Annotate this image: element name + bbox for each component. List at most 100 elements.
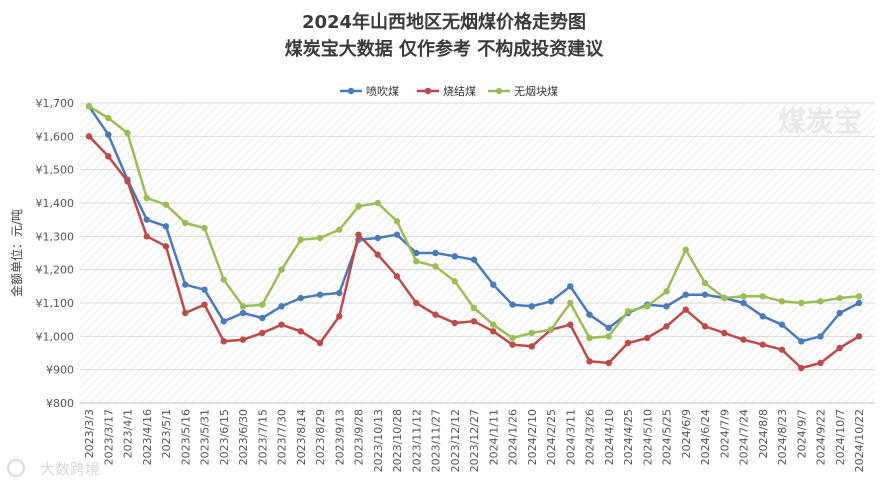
data-point xyxy=(374,251,381,258)
data-point xyxy=(239,309,247,317)
data-point xyxy=(316,339,324,347)
data-point xyxy=(143,233,150,240)
x-tick-label: 2023/7/30 xyxy=(276,409,289,465)
x-tick-label: 2024/5/10 xyxy=(641,409,654,465)
x-tick-label: 2023/8/29 xyxy=(314,409,327,465)
data-point xyxy=(682,291,689,298)
chart-title: 2024年山西地区无烟煤价格走势图 xyxy=(302,11,586,33)
data-point xyxy=(605,324,612,332)
data-point xyxy=(490,321,497,328)
data-point xyxy=(432,249,439,257)
y-tick-label: ¥1,700 xyxy=(36,97,75,110)
data-point xyxy=(778,298,786,305)
x-tick-label: 2023/8/14 xyxy=(295,409,308,465)
x-tick-label: 2024/4/10 xyxy=(603,409,616,465)
data-point xyxy=(855,333,863,340)
data-point xyxy=(701,279,709,287)
data-point xyxy=(528,303,535,310)
data-point xyxy=(451,253,458,260)
data-point xyxy=(759,293,766,300)
data-point xyxy=(201,224,208,232)
x-tick-label: 2024/3/26 xyxy=(584,409,597,465)
x-tick-label: 2023/7/15 xyxy=(256,409,269,465)
x-tick-label: 2023/9/28 xyxy=(353,409,366,465)
data-point xyxy=(220,276,227,283)
y-tick-label: ¥900 xyxy=(46,364,74,377)
data-point xyxy=(567,321,574,328)
x-tick-label: 2023/3/3 xyxy=(83,409,96,458)
data-point xyxy=(798,364,805,372)
data-point xyxy=(105,114,112,122)
data-point xyxy=(798,299,805,307)
data-point xyxy=(740,293,747,300)
data-point xyxy=(451,319,458,327)
data-point xyxy=(547,326,555,333)
data-point xyxy=(374,199,381,207)
x-tick-label: 2023/5/1 xyxy=(160,409,173,458)
data-point xyxy=(355,231,362,238)
legend-item: 烧结煤 xyxy=(417,85,476,98)
data-point xyxy=(663,323,670,330)
data-point xyxy=(336,226,343,233)
data-point xyxy=(778,321,786,328)
data-point xyxy=(509,301,516,308)
data-point xyxy=(798,338,805,345)
x-tick-label: 2023/4/16 xyxy=(141,409,154,465)
data-point xyxy=(278,321,285,328)
chart-legend: 喷吹煤 烧结煤 无烟块煤 xyxy=(340,84,558,98)
data-point xyxy=(701,291,709,298)
x-tick-label: 2024/2/10 xyxy=(526,409,539,465)
data-point xyxy=(605,333,612,340)
legend-swatch-marker xyxy=(495,87,503,95)
y-tick-label: ¥1,200 xyxy=(36,264,75,277)
data-point xyxy=(297,294,304,302)
series-2 xyxy=(85,133,863,372)
data-point xyxy=(817,359,824,367)
data-point xyxy=(547,298,555,305)
x-tick-label: 2023/10/28 xyxy=(391,409,404,472)
x-tick-label: 2023/12/27 xyxy=(468,409,481,472)
data-point xyxy=(393,273,401,280)
x-tick-label: 2024/8/8 xyxy=(757,409,770,458)
chart-subtitle: 煤炭宝大数据 仅作参考 不构成投资建议 xyxy=(285,38,605,60)
data-point xyxy=(105,153,112,160)
x-tick-label: 2023/11/27 xyxy=(430,409,443,472)
data-point xyxy=(586,334,593,342)
data-point xyxy=(413,299,420,307)
y-axis-ticks: ¥800 ¥900 ¥1,000 ¥1,100 ¥1,200 ¥1,300 ¥1,400 ¥1… xyxy=(36,97,75,410)
data-point xyxy=(778,346,786,353)
data-point xyxy=(855,299,863,307)
data-point xyxy=(297,328,304,335)
data-point xyxy=(124,178,131,185)
data-point xyxy=(509,341,516,348)
y-tick-label: ¥1,000 xyxy=(36,330,75,343)
data-point xyxy=(586,358,593,365)
data-point xyxy=(239,303,247,310)
data-point xyxy=(124,129,131,137)
y-tick-label: ¥1,400 xyxy=(36,197,75,210)
data-point xyxy=(605,359,612,367)
data-point xyxy=(393,231,401,238)
data-point xyxy=(85,133,93,140)
data-point xyxy=(336,313,343,320)
data-point xyxy=(721,329,728,337)
data-point xyxy=(817,333,824,340)
data-point xyxy=(182,281,189,288)
x-tick-label: 2023/9/13 xyxy=(333,409,346,465)
data-point xyxy=(721,294,728,302)
data-point xyxy=(162,201,170,208)
data-point xyxy=(836,294,843,302)
data-point xyxy=(740,299,747,307)
x-tick-label: 2023/4/1 xyxy=(122,409,135,458)
data-point xyxy=(740,336,747,343)
data-point xyxy=(374,234,381,242)
data-point xyxy=(490,281,497,288)
data-point xyxy=(836,344,843,352)
data-point xyxy=(220,318,227,325)
series-3 xyxy=(85,103,863,342)
data-point xyxy=(201,301,208,308)
x-tick-label: 2023/5/16 xyxy=(179,409,192,465)
data-point xyxy=(624,308,632,315)
y-tick-label: ¥1,600 xyxy=(36,130,75,143)
